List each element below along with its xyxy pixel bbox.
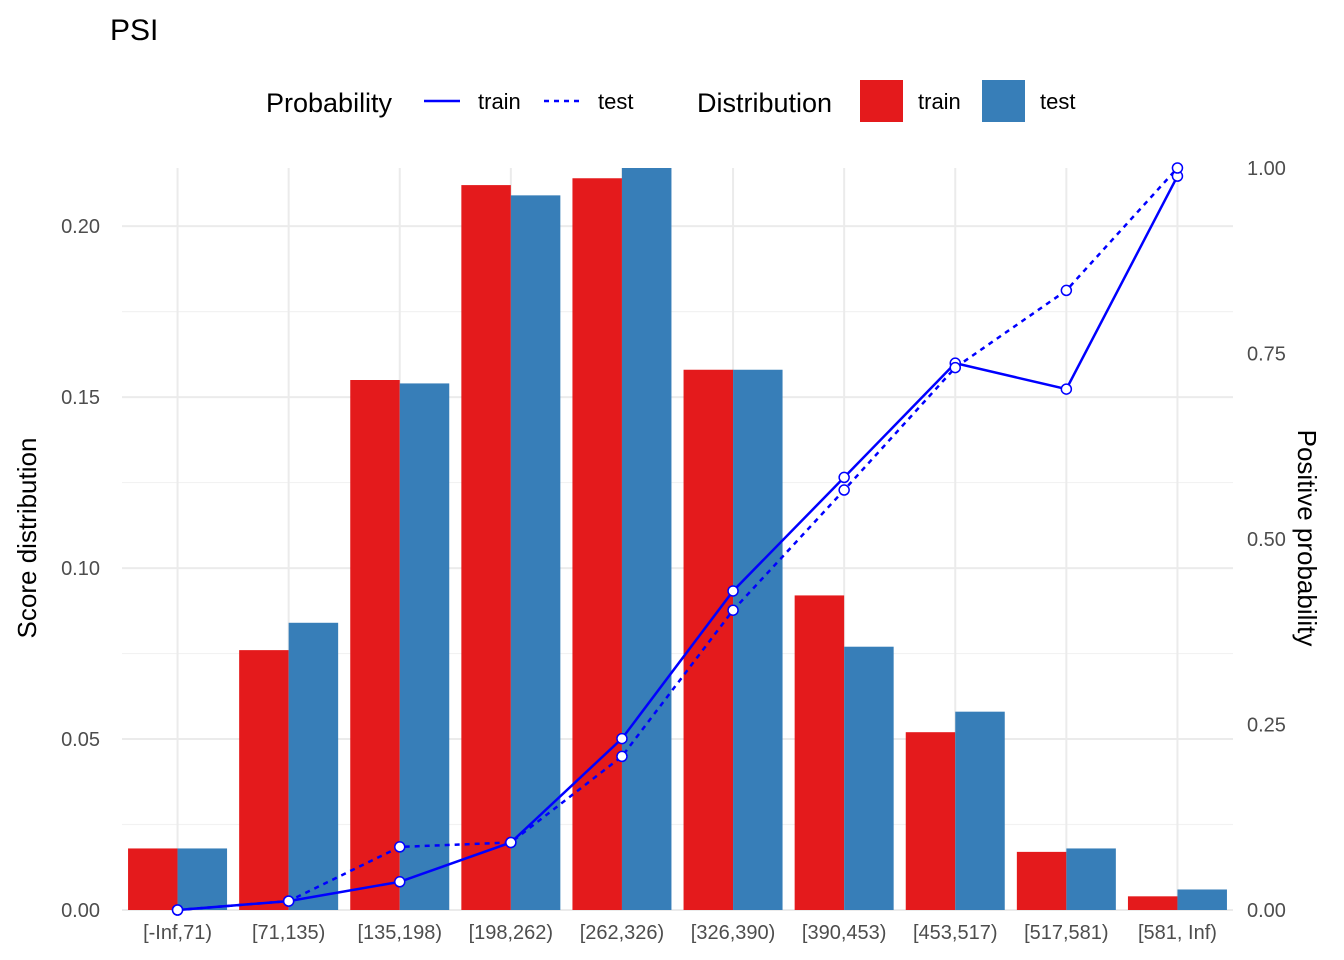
bar-test — [1177, 889, 1227, 910]
bar-test — [510, 195, 561, 910]
bar-train — [794, 595, 845, 910]
legend-distribution-test-key — [982, 80, 1025, 122]
x-tick-label: [581, Inf) — [1138, 922, 1217, 944]
probability-point-test — [505, 836, 517, 849]
y-axis-label: Score distribution — [12, 438, 42, 639]
bar-test — [177, 848, 228, 910]
probability-point-test — [949, 361, 961, 374]
legend-distribution-test-label: test — [1040, 89, 1075, 114]
bar-train — [572, 178, 622, 911]
bar-train — [350, 380, 400, 910]
probability-point-test — [616, 750, 628, 763]
legend-distribution-title: Distribution — [697, 88, 832, 118]
legend-probability-title: Probability — [266, 88, 393, 118]
legend-distribution-train-label: train — [918, 89, 961, 114]
y2-tick-label: 1.00 — [1247, 158, 1286, 180]
x-tick-label: [198,262) — [469, 922, 554, 944]
y2-tick-label: 0.25 — [1247, 715, 1286, 737]
bar-test — [1066, 848, 1116, 910]
y-tick-label: 0.10 — [61, 558, 100, 580]
chart-title: PSI — [110, 14, 158, 47]
bar-test — [621, 168, 672, 910]
probability-point-train — [1060, 383, 1073, 395]
probability-point-test — [727, 604, 739, 616]
probability-lines — [177, 167, 1179, 912]
bar-train — [683, 369, 734, 910]
probability-line-test — [177, 167, 1179, 912]
bar-train — [1127, 896, 1178, 910]
probability-point-test — [1060, 284, 1073, 297]
probability-point-train — [727, 585, 739, 597]
x-tick-label: [71,135) — [252, 922, 325, 944]
bar-test — [733, 369, 783, 910]
probability-point-train — [616, 732, 628, 745]
probability-line-train — [177, 175, 1179, 912]
bar-train — [128, 848, 178, 910]
bar-train — [239, 650, 289, 910]
legend: Probability train test Distribution trai… — [266, 80, 1075, 122]
y2-tick-label: 0.75 — [1247, 344, 1286, 366]
x-tick-label: [517,581) — [1024, 922, 1109, 944]
bar-test — [288, 622, 339, 910]
y2-axis-label: Positive probability — [1292, 430, 1322, 647]
x-tick-label: [453,517) — [913, 922, 998, 944]
y2-axis-ticks: 0.00 0.25 0.50 0.75 1.00 — [1247, 158, 1286, 922]
x-tick-label: [-Inf,71) — [143, 922, 212, 944]
y2-tick-label: 0.50 — [1247, 529, 1286, 551]
probability-point-test — [171, 904, 184, 916]
bar-train — [461, 185, 511, 910]
y2-tick-label: 0.00 — [1247, 900, 1286, 922]
x-tick-label: [326,390) — [691, 922, 776, 944]
probability-point-test — [394, 841, 406, 853]
y-tick-label: 0.00 — [61, 900, 100, 922]
probability-point-test — [1171, 162, 1184, 174]
probability-point-test — [838, 484, 850, 496]
x-tick-label: [390,453) — [802, 922, 887, 944]
x-axis-ticks: [-Inf,71) [71,135) [135,198) [198,262) [262,… — [143, 922, 1217, 944]
bar-test — [844, 646, 894, 910]
bar-test — [399, 383, 450, 911]
probability-point-train — [838, 471, 850, 484]
bar-test — [955, 711, 1005, 910]
probability-point-train — [394, 876, 406, 888]
legend-probability-test-label: test — [598, 89, 633, 114]
legend-distribution-train-key — [860, 80, 903, 122]
x-tick-label: [262,326) — [580, 922, 665, 944]
y-tick-label: 0.20 — [61, 216, 100, 238]
probability-points — [171, 162, 1184, 916]
y-axis-ticks: 0.00 0.05 0.10 0.15 0.20 — [61, 216, 100, 922]
bar-train — [905, 732, 956, 910]
bars — [128, 168, 1227, 911]
y-tick-label: 0.05 — [61, 729, 100, 751]
probability-point-test — [282, 895, 295, 907]
y-tick-label: 0.15 — [61, 387, 100, 409]
legend-probability-train-label: train — [478, 89, 521, 114]
x-tick-label: [135,198) — [357, 922, 442, 944]
bar-train — [1016, 851, 1067, 910]
